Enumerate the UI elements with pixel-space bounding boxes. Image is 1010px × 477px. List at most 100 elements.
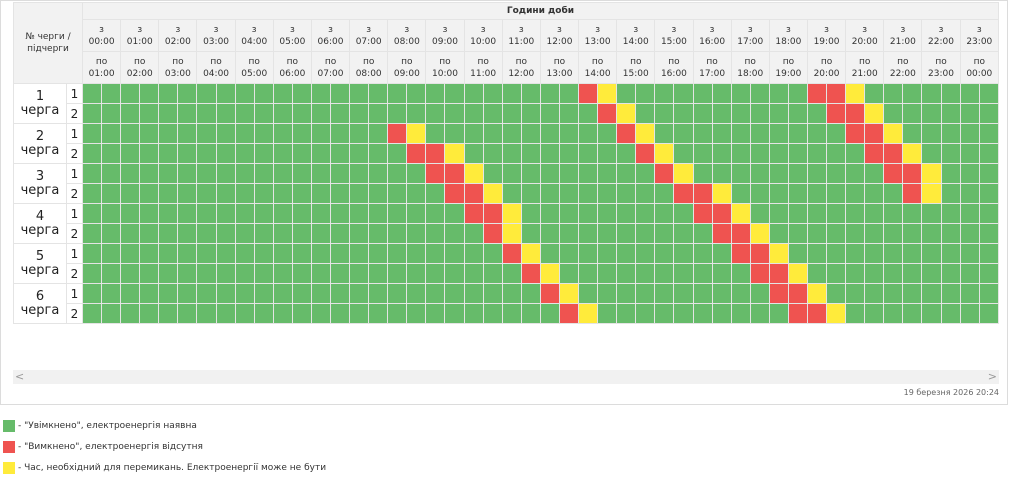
hour-from-14: з 14:00 xyxy=(616,19,656,52)
cell-on xyxy=(463,223,484,244)
cell-on xyxy=(310,123,332,144)
cell-on xyxy=(959,123,980,144)
cell-on xyxy=(787,163,808,184)
cell-on xyxy=(558,243,580,264)
cell-switch xyxy=(921,183,942,204)
cell-on xyxy=(940,123,961,144)
cell-on xyxy=(597,223,618,244)
cell-on xyxy=(139,283,160,304)
cell-on xyxy=(349,243,370,264)
cell-on xyxy=(692,223,713,244)
cell-switch xyxy=(845,83,866,104)
cell-on xyxy=(616,163,637,184)
cell-on xyxy=(291,143,312,164)
cell-on xyxy=(310,223,332,244)
cell-off xyxy=(425,143,446,164)
cell-on xyxy=(330,143,351,164)
cell-on xyxy=(349,203,370,224)
schedule-body: 1 черга 1 2 2 черга 1 2 3 черга 1 2 4 черга 1 2 5 че… xyxy=(13,83,1000,324)
cell-on xyxy=(272,103,293,124)
cell-on xyxy=(253,283,274,304)
cell-on xyxy=(520,123,541,144)
cell-on xyxy=(120,183,141,204)
cell-on xyxy=(406,103,427,124)
horizontal-scrollbar[interactable]: < > xyxy=(13,370,999,384)
cell-on xyxy=(692,163,713,184)
cell-on xyxy=(463,123,484,144)
cell-on xyxy=(730,103,751,124)
cell-on xyxy=(120,223,141,244)
scroll-right-icon[interactable]: > xyxy=(987,370,997,383)
cell-on xyxy=(368,123,389,144)
cell-on xyxy=(387,223,408,244)
scroll-left-icon[interactable]: < xyxy=(15,370,25,383)
cell-off xyxy=(826,83,847,104)
hour-to-22: по 23:00 xyxy=(921,51,961,84)
cell-on xyxy=(196,183,217,204)
cell-off xyxy=(768,263,789,284)
cell-on xyxy=(539,303,560,324)
cell-on xyxy=(196,83,217,104)
cell-on xyxy=(272,243,293,264)
cell-on xyxy=(139,223,160,244)
cell-on xyxy=(558,103,580,124)
cell-on xyxy=(272,203,293,224)
cell-switch xyxy=(501,203,522,224)
cell-switch xyxy=(730,203,751,224)
cell-on xyxy=(177,303,198,324)
cell-on xyxy=(406,83,427,104)
cell-on xyxy=(158,123,179,144)
cell-on xyxy=(501,303,522,324)
cell-on xyxy=(139,123,160,144)
cell-on xyxy=(826,223,847,244)
legend-off: - "Вимкнено", електроенергія відсутня xyxy=(3,441,203,454)
cell-on xyxy=(81,223,103,244)
cell-on xyxy=(654,303,675,324)
queue-3-sub-1-row: 3 черга 1 xyxy=(13,163,1000,204)
cell-on xyxy=(921,223,942,244)
cell-off xyxy=(425,163,446,184)
cell-on xyxy=(921,123,942,144)
hour-from-23: з 23:00 xyxy=(959,19,1000,52)
cell-on xyxy=(120,263,141,284)
cell-on xyxy=(253,123,274,144)
cell-on xyxy=(81,143,103,164)
cell-on xyxy=(425,243,446,264)
cell-on xyxy=(940,103,961,124)
cell-on xyxy=(826,283,847,304)
cell-on xyxy=(444,243,465,264)
hour-from-20: з 20:00 xyxy=(845,19,885,52)
cell-on xyxy=(139,83,160,104)
cell-on xyxy=(864,203,885,224)
cell-on xyxy=(883,303,904,324)
updated-timestamp: 19 березня 2026 20:24 xyxy=(903,388,999,397)
cell-off xyxy=(902,183,923,204)
cell-on xyxy=(673,83,694,104)
cell-on xyxy=(406,263,427,284)
cell-on xyxy=(826,183,847,204)
cell-on xyxy=(520,163,541,184)
cell-on xyxy=(940,223,961,244)
cell-on xyxy=(291,283,312,304)
cell-on xyxy=(387,143,408,164)
cell-on xyxy=(711,303,732,324)
cell-on xyxy=(768,183,789,204)
cell-on xyxy=(330,183,351,204)
cell-off xyxy=(482,223,503,244)
cell-on xyxy=(291,163,312,184)
cell-off xyxy=(444,183,465,204)
cell-on xyxy=(806,203,828,224)
cell-on xyxy=(978,183,1000,204)
cell-on xyxy=(139,103,160,124)
cell-on xyxy=(310,243,332,264)
cell-on xyxy=(387,83,408,104)
cell-on xyxy=(272,83,293,104)
cell-on xyxy=(368,83,389,104)
cell-on xyxy=(120,143,141,164)
cell-on xyxy=(330,83,351,104)
schedule-panel: № черги / підчерги Години доби з 00:00 з … xyxy=(0,0,1008,405)
cell-on xyxy=(826,123,847,144)
cell-on xyxy=(864,163,885,184)
cell-on xyxy=(749,83,770,104)
cell-on xyxy=(787,183,808,204)
